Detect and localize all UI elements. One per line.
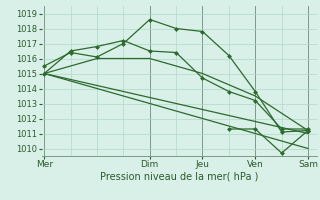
X-axis label: Pression niveau de la mer( hPa ): Pression niveau de la mer( hPa ) bbox=[100, 172, 258, 182]
